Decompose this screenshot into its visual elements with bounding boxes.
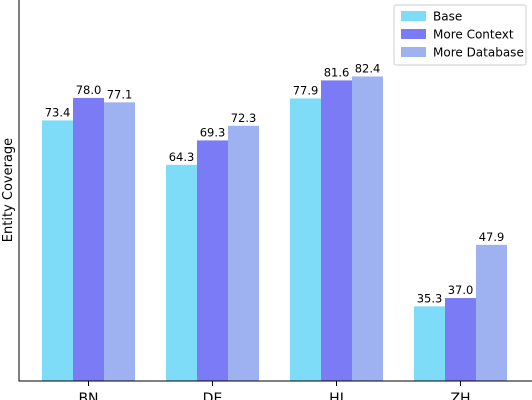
value-label-de-base: 64.3 xyxy=(169,150,195,164)
value-label-de-more-database: 72.3 xyxy=(231,111,257,125)
bar-de-more-database xyxy=(228,125,259,381)
legend-swatch-base xyxy=(401,11,426,21)
value-label-bn-base: 73.4 xyxy=(45,105,71,119)
axes-group xyxy=(18,0,532,382)
value-label-bn-more-context: 78.0 xyxy=(76,83,102,97)
bars-group xyxy=(42,76,507,382)
value-label-bn-more-database: 77.1 xyxy=(107,87,133,101)
bar-zh-more-context xyxy=(445,298,476,381)
legend-label-more-database: More Database xyxy=(433,46,524,60)
bar-zh-more-database xyxy=(476,244,507,381)
x-tick-label-de: DE xyxy=(203,391,223,400)
value-label-de-more-context: 69.3 xyxy=(200,125,226,139)
x-tick-label-bn: BN xyxy=(78,391,98,400)
value-label-hi-more-database: 82.4 xyxy=(355,61,381,75)
legend-frame xyxy=(393,4,527,66)
legend-label-base: Base xyxy=(433,10,462,24)
legend: Base More Context More Database xyxy=(393,4,527,66)
bar-bn-base xyxy=(42,120,73,382)
bar-de-base xyxy=(166,164,197,381)
value-label-hi-more-context: 81.6 xyxy=(324,65,350,79)
legend-swatch-more-database xyxy=(401,47,426,57)
bar-hi-more-context xyxy=(321,80,352,381)
x-tick-label-zh: ZH xyxy=(450,391,470,400)
bar-bn-more-database xyxy=(104,102,135,382)
x-tick-label-hi: HI xyxy=(329,391,344,400)
legend-swatch-more-context xyxy=(401,29,426,39)
value-label-zh-more-context: 37.0 xyxy=(448,283,474,297)
y-axis-label: Entity Coverage xyxy=(1,138,16,242)
value-label-zh-more-database: 47.9 xyxy=(479,230,505,244)
value-labels-group: 73.4 78.0 77.1 64.3 69.3 72.3 77.9 81.6 82.4 35.3… xyxy=(45,61,505,305)
bar-de-more-context xyxy=(197,140,228,381)
bar-zh-base xyxy=(414,306,445,381)
bar-bn-more-context xyxy=(73,97,104,382)
value-label-zh-base: 35.3 xyxy=(417,291,443,305)
x-ticks-group: BN DE HI ZH xyxy=(78,381,471,400)
value-label-hi-base: 77.9 xyxy=(293,83,319,97)
legend-label-more-context: More Context xyxy=(433,28,514,42)
plot-frame xyxy=(18,0,532,382)
bar-hi-more-database xyxy=(352,76,383,381)
bar-hi-base xyxy=(290,98,321,381)
